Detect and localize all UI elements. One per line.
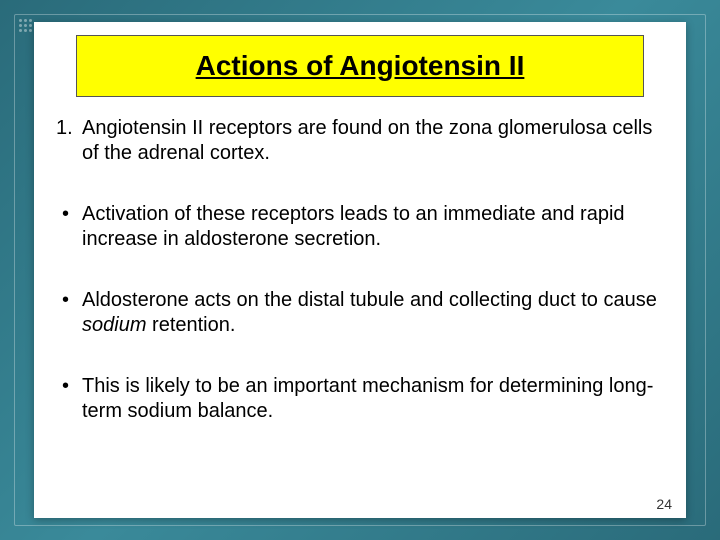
page-number: 24 xyxy=(656,496,672,512)
item-marker: 1. xyxy=(54,116,82,166)
slide-body: 1. Angiotensin II receptors are found on… xyxy=(54,116,666,488)
slide-title: Actions of Angiotensin II xyxy=(196,50,525,82)
slide-content-card: Actions of Angiotensin II 1. Angiotensin… xyxy=(34,22,686,518)
item-text: Aldosterone acts on the distal tubule an… xyxy=(82,288,666,338)
item-text: Activation of these receptors leads to a… xyxy=(82,202,666,252)
item-text: Angiotensin II receptors are found on th… xyxy=(82,116,666,166)
item-marker: • xyxy=(54,202,82,252)
list-item: 1. Angiotensin II receptors are found on… xyxy=(54,116,666,166)
title-box: Actions of Angiotensin II xyxy=(76,35,644,97)
item-text: This is likely to be an important mechan… xyxy=(82,374,666,424)
item-marker: • xyxy=(54,288,82,338)
list-item: • This is likely to be an important mech… xyxy=(54,374,666,424)
list-item: • Aldosterone acts on the distal tubule … xyxy=(54,288,666,338)
list-item: • Activation of these receptors leads to… xyxy=(54,202,666,252)
item-marker: • xyxy=(54,374,82,424)
